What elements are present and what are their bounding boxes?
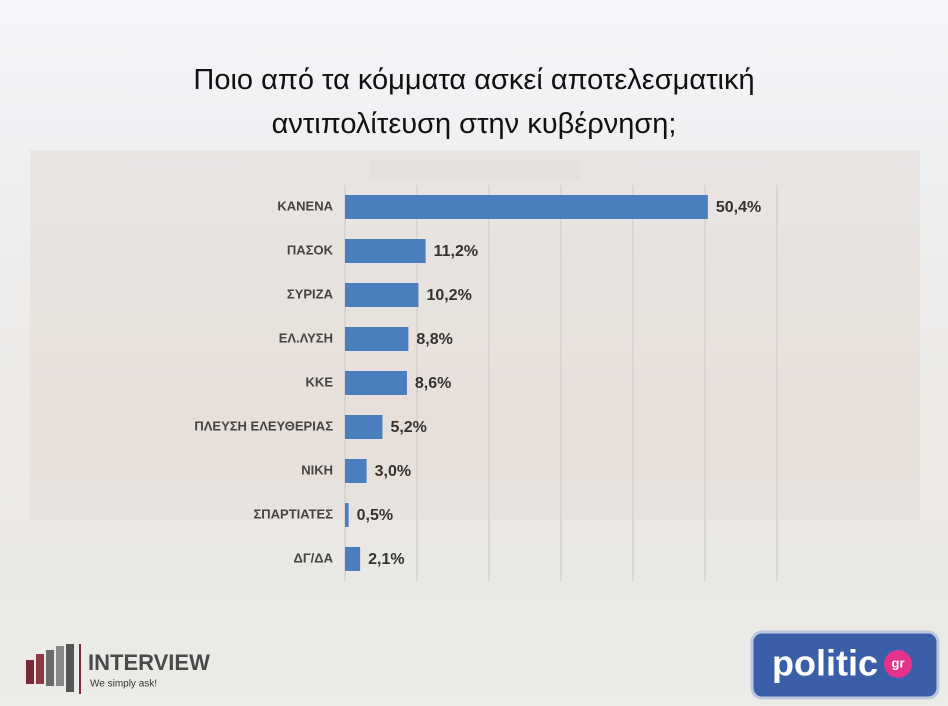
bar — [345, 327, 409, 351]
category-label: ΠΛΕΥΣΗ ΕΛΕΥΘΕΡΙΑΣ — [194, 418, 333, 433]
bar — [345, 239, 426, 263]
bar — [345, 503, 349, 527]
value-label: 0,5% — [357, 507, 393, 524]
value-label: 5,2% — [390, 419, 426, 436]
background-building — [0, 150, 948, 706]
category-label: ΝΙΚΗ — [301, 462, 333, 477]
value-label: 3,0% — [375, 463, 411, 480]
politic-suffix: gr — [892, 655, 905, 670]
category-label: ΚΑΝΕΝΑ — [277, 198, 333, 213]
category-label: ΣΠΑΡΤΙΑΤΕΣ — [253, 506, 333, 521]
bar — [345, 415, 383, 439]
category-label: ΠΑΣΟΚ — [287, 242, 334, 257]
category-label: ΔΓ/ΔΑ — [293, 550, 333, 565]
interview-tagline: We simply ask! — [90, 679, 157, 690]
chart-title: Ποιο από τα κόμματα ασκεί αποτελεσματική… — [193, 64, 755, 140]
interview-name: INTERVIEW — [88, 650, 210, 675]
bar — [345, 283, 419, 307]
category-label: ΕΛ.ΛΥΣΗ — [279, 330, 333, 345]
value-label: 8,6% — [415, 375, 451, 392]
bar — [345, 459, 367, 483]
value-label: 50,4% — [716, 199, 761, 216]
bar — [345, 195, 708, 219]
category-label: ΚΚΕ — [306, 374, 334, 389]
value-label: 2,1% — [368, 551, 404, 568]
category-label: ΣΥΡΙΖΑ — [287, 286, 334, 301]
politic-name: politic — [772, 643, 878, 684]
value-label: 11,2% — [434, 243, 478, 260]
value-label: 8,8% — [416, 331, 452, 348]
bar — [345, 547, 361, 571]
interview-logo: INTERVIEW We simply ask! — [26, 644, 210, 694]
bar — [345, 371, 407, 395]
politic-logo: politic gr — [750, 630, 940, 700]
value-label: 10,2% — [426, 287, 471, 304]
